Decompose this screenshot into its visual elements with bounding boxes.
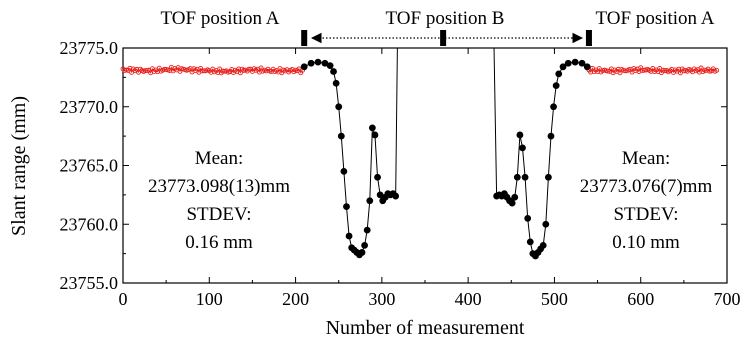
position-marker <box>585 30 592 46</box>
transition-point <box>542 220 550 228</box>
position-a-point <box>236 66 242 72</box>
x-tick-label: 100 <box>196 289 223 309</box>
transition-point <box>578 59 586 67</box>
transition-point <box>392 192 400 200</box>
y-tick-label: 23775.0 <box>60 38 119 58</box>
transition-point <box>330 68 337 75</box>
transition-point <box>343 203 350 211</box>
transition-point <box>363 226 371 234</box>
data-series <box>120 47 720 260</box>
transition-point <box>511 193 519 201</box>
transition-point <box>314 58 322 66</box>
x-tick-label: 700 <box>714 289 741 309</box>
transition-point <box>516 131 524 139</box>
position-a-point <box>220 68 226 74</box>
left-stats-mean-value: 23773.098(13)mm <box>148 176 290 197</box>
transition-point <box>559 63 567 71</box>
y-tick-label: 23760.0 <box>60 214 119 234</box>
y-tick-label: 23755.0 <box>60 273 119 293</box>
y-axis-label: Slant range (mm) <box>8 96 30 236</box>
position-a-point <box>161 66 167 72</box>
transition-point <box>335 103 343 111</box>
x-tick-label: 300 <box>368 289 395 309</box>
position-a-point <box>696 69 702 75</box>
position-a-point <box>605 68 611 74</box>
left-stats-mean-label: Mean: <box>195 148 244 169</box>
x-axis-ticks: 0 100 200 300 400 500 600 700 <box>119 48 741 309</box>
position-marker <box>440 30 447 46</box>
top-label-position-b: TOF position B <box>386 8 505 29</box>
position-marker <box>301 30 308 46</box>
right-stats-mean-value: 23773.076(7)mm <box>580 176 713 197</box>
y-tick-label: 23765.0 <box>60 156 119 176</box>
transition-point <box>547 132 555 140</box>
transition-point <box>550 103 557 111</box>
transition-point <box>564 59 572 67</box>
transition-point <box>508 199 516 207</box>
position-markers <box>301 30 592 46</box>
x-tick-label: 200 <box>282 289 309 309</box>
position-a-point <box>199 68 205 74</box>
y-axis-ticks: 23755.0 23760.0 23765.0 23770.0 23775.0 <box>60 38 727 293</box>
transition-point <box>307 59 315 67</box>
transition-point <box>345 232 353 240</box>
y-tick-label: 23770.0 <box>60 97 119 117</box>
position-a-point <box>217 66 223 72</box>
transition-point <box>332 79 340 87</box>
transition-point <box>340 167 348 175</box>
transition-point <box>524 214 532 222</box>
right-stats-stdev-value: 0.10 mm <box>612 232 680 253</box>
transition-point <box>368 124 376 132</box>
x-tick-label: 500 <box>541 289 568 309</box>
transition-point <box>519 144 526 152</box>
transition-point <box>337 132 345 140</box>
transition-point <box>571 58 579 66</box>
position-a-point <box>246 66 252 72</box>
transition-point <box>321 59 329 67</box>
transition-point <box>371 131 379 139</box>
transition-point <box>521 173 529 181</box>
position-a-point <box>714 67 720 73</box>
transition-point <box>374 173 381 181</box>
transition-point <box>361 242 368 249</box>
transition-point <box>326 62 334 70</box>
transition-point <box>526 238 534 246</box>
right-stats-stdev-label: STDEV: <box>613 204 678 225</box>
transition-point <box>513 173 521 181</box>
x-tick-label: 0 <box>119 289 128 309</box>
transition-point <box>376 191 384 199</box>
top-label-position-a-right: TOF position A <box>596 8 715 29</box>
left-stats-stdev-value: 0.16 mm <box>185 232 253 253</box>
right-stats-mean-label: Mean: <box>622 148 671 169</box>
top-label-position-a-left: TOF position A <box>161 8 280 29</box>
transition-point <box>539 242 547 249</box>
left-stats-stdev-label: STDEV: <box>186 204 251 225</box>
x-tick-label: 400 <box>455 289 482 309</box>
transition-point <box>544 173 552 181</box>
transition-point <box>366 197 374 205</box>
x-axis-label: Number of measurement <box>326 317 525 339</box>
transition-line <box>303 47 588 257</box>
transition-point <box>583 63 591 71</box>
transition-point <box>552 82 560 89</box>
position-a-point <box>677 70 683 76</box>
x-tick-label: 600 <box>627 289 654 309</box>
transition-point <box>555 70 563 78</box>
transition-point <box>358 249 366 256</box>
transition-point <box>300 63 308 71</box>
position-a-point <box>142 68 148 74</box>
position-a-point <box>588 69 594 75</box>
